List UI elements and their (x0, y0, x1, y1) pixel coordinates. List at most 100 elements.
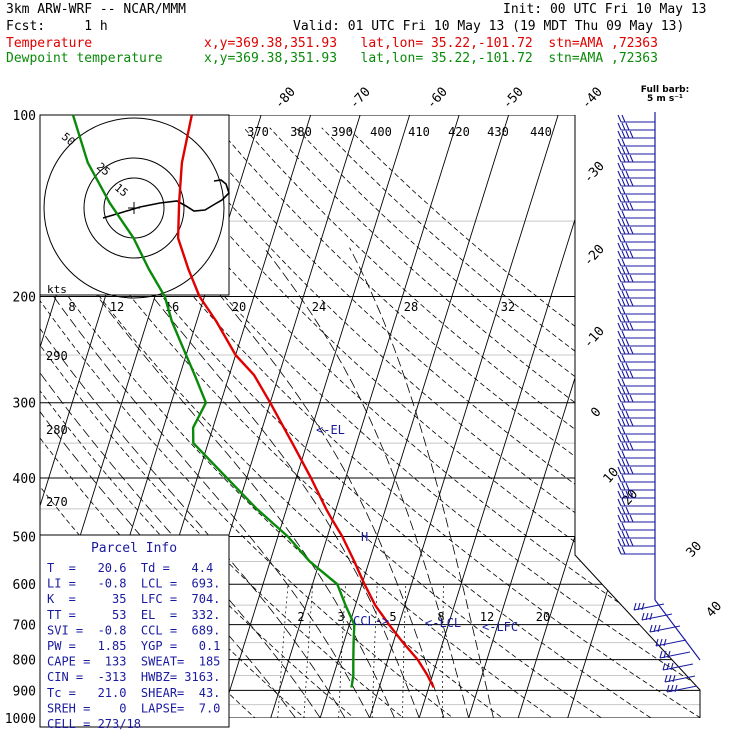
hodograph-scale-label: 8 (68, 300, 75, 314)
hodograph-trace (102, 179, 230, 219)
parcel-info-row: LI = -0.8 LCL = 693. (47, 577, 220, 591)
parcel-info-row: TT = 53 EL = 332. (47, 608, 220, 622)
isotherm-top-label: -60 (424, 85, 451, 112)
wind-barb-icon (617, 434, 655, 443)
parcel-info-box (39, 534, 230, 728)
isotherm-top-label: -80 (272, 85, 299, 112)
wind-barb-icon (617, 530, 655, 539)
wind-barb-icon (617, 546, 655, 555)
hodograph-ring (83, 157, 185, 259)
theta-e-label: 380 (290, 125, 312, 139)
dry-adiabat-line (61, 127, 700, 718)
wind-barb-icon (617, 202, 655, 211)
moist-adiabat-line (180, 247, 445, 718)
pressure-tick-label: 800 (13, 654, 36, 669)
wind-barb-icon (617, 394, 655, 403)
pressure-tick-label: 700 (13, 619, 36, 634)
pressure-tick-label: 900 (13, 684, 36, 699)
pressure-tick-label: 200 (13, 291, 36, 306)
wind-barb-icon (617, 458, 655, 467)
moist-adiabat-line (61, 247, 395, 718)
forecast-hour: Fcst: 1 h (6, 19, 108, 34)
hodograph-scale-label: 28 (404, 300, 418, 314)
isotherm-right-label: -10 (581, 324, 608, 351)
wind-barb-icon (617, 466, 655, 475)
wind-barb-icon (617, 186, 655, 195)
wind-barb-icon (617, 514, 655, 523)
wind-barb-icon (649, 624, 681, 633)
valid-time: Valid: 01 UTC Fri 10 May 13 (19 MDT Thu … (293, 19, 685, 34)
wind-barb-icon (617, 306, 655, 315)
wind-barb-icon (617, 418, 655, 427)
hodograph-scale-label: 32 (501, 300, 515, 314)
wind-barb-icon (617, 378, 655, 387)
dew-legend-meta: x,y=369.38,351.93 lat,lon= 35.22,-101.72… (204, 51, 658, 66)
hodograph-units: kts (47, 283, 67, 296)
isotherm-right-label: 30 (684, 539, 706, 561)
isotherm-line (266, 115, 464, 718)
dry-adiabat-line (40, 127, 421, 718)
theta-e-label: 420 (448, 125, 470, 139)
moist-adiabat-line (113, 247, 420, 718)
barb-legend: Full barb: 5 m s⁻¹ (632, 86, 698, 104)
wind-barb-icon (617, 250, 655, 259)
pressure-tick-label: 1000 (5, 712, 36, 727)
wind-barb-icon (617, 130, 655, 139)
isotherm-line (0, 102, 18, 731)
isotherm-line (365, 115, 563, 718)
isotherm-top-label: -70 (347, 85, 374, 112)
wind-barb-icon (617, 522, 655, 531)
model-title: 3km ARW-WRF -- NCAR/MMM (6, 2, 187, 17)
wind-barb-icon (617, 330, 655, 339)
hodograph-ring (43, 117, 225, 299)
wind-barb-icon (617, 506, 655, 515)
wind-barb-icon (655, 638, 687, 647)
mixing-ratio-line (338, 584, 346, 718)
lfc-annotation: <-LFC (482, 620, 518, 634)
wind-barb-icon (617, 210, 655, 219)
parcel-info-row: CIN = -313 HWBZ= 3163. (47, 670, 220, 684)
dry-adiabat-line (269, 127, 700, 718)
mixing-ratio-label: 12 (480, 610, 494, 624)
mixing-ratio-line (303, 584, 314, 718)
wind-barb-icon (617, 450, 655, 459)
theta-left-label: 270 (46, 495, 68, 509)
init-time: Init: 00 UTC Fri 10 May 13 (503, 2, 707, 17)
wind-barb-icon (617, 234, 655, 243)
wind-barb-icon (617, 426, 655, 435)
wind-barb-icon (617, 474, 655, 483)
mixing-ratio-label: 8 (437, 610, 444, 624)
dew-legend-label: Dewpoint temperature (6, 51, 163, 66)
wind-barb-icon (617, 538, 655, 547)
wind-barb-icon (617, 482, 655, 491)
theta-e-label: 400 (370, 125, 392, 139)
parcel-info-row: SVI = -0.8 CCL = 689. (47, 623, 220, 637)
theta-e-label: 440 (530, 125, 552, 139)
wind-barb-icon (641, 612, 673, 621)
wind-barb-icon (617, 218, 655, 227)
dry-adiabat-line (40, 127, 672, 718)
dry-adiabat-line (113, 127, 700, 718)
mixing-ratio-line (402, 584, 407, 718)
dry-adiabat-line (243, 127, 700, 718)
wind-barb-icon (617, 122, 655, 131)
isotherm-right-label: 40 (704, 599, 726, 621)
moist-adiabat-line (349, 247, 494, 718)
dry-adiabat-line (347, 127, 700, 718)
wind-barb-icon (617, 178, 655, 187)
temp-legend-meta: x,y=369.38,351.93 lat,lon= 35.22,-101.72… (204, 36, 658, 51)
mixing-ratio-label: 20 (536, 610, 550, 624)
isotherm-top-label: -40 (579, 85, 606, 112)
parcel-info-row: PW = 1.85 YGP = 0.1 (47, 639, 220, 653)
wind-barb-icon (617, 354, 655, 363)
dewpoint-profile (71, 114, 356, 688)
isotherm-line (513, 115, 700, 718)
dry-adiabat-line (295, 127, 700, 718)
dry-adiabat-line (87, 127, 700, 718)
theta-left-label: 280 (46, 423, 68, 437)
wind-barb-icon (617, 370, 655, 379)
wind-barb-icon (617, 266, 655, 275)
el-annotation: <-EL (316, 423, 345, 437)
wind-barb-icon (617, 258, 655, 267)
